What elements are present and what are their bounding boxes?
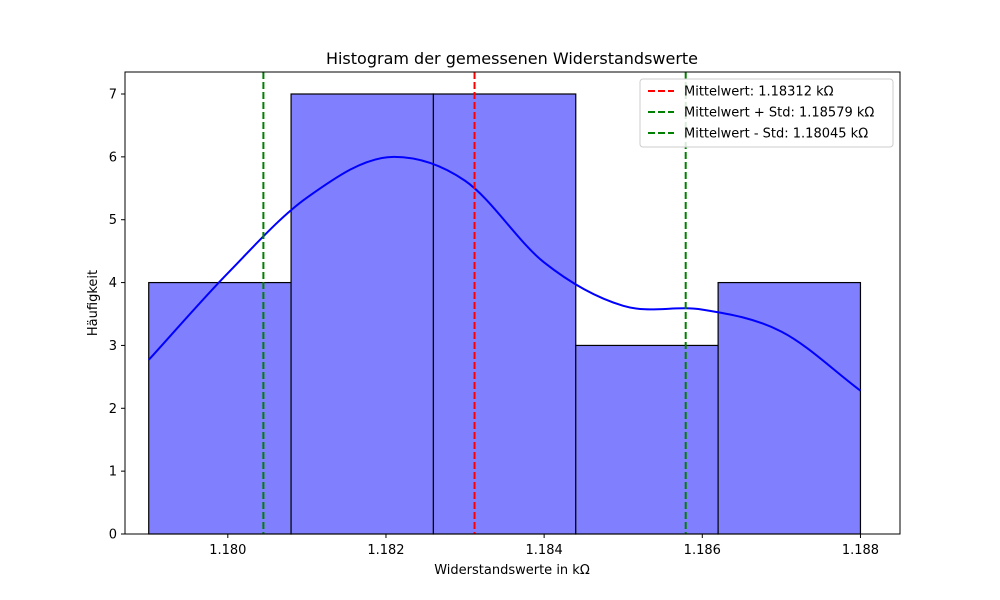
plot-frame — [124, 71, 901, 535]
x-tick-label: 1.188 — [842, 543, 879, 558]
histogram-bar-4 — [575, 344, 719, 535]
x-tick-label: 1.182 — [367, 543, 404, 558]
legend: Mittelwert: 1.18312 kΩ Mittelwert + Std: … — [639, 78, 894, 148]
kde-curve — [147, 155, 862, 392]
y-tick-label: 2 — [109, 402, 117, 417]
y-tick-label: 6 — [109, 150, 117, 165]
y-tick-label: 5 — [109, 213, 117, 228]
axes-layer: 1.180 1.182 1.184 1.186 1.188 0 1 2 3 4 5 6 7 — [109, 71, 901, 558]
y-tick-label: 1 — [109, 465, 117, 480]
legend-label-2: Mittelwert + Std: 1.18579 kΩ — [684, 106, 874, 121]
reference-lines-layer — [262, 72, 687, 534]
x-tick-label: 1.186 — [684, 543, 721, 558]
legend-box — [639, 78, 894, 148]
y-tick-label: 4 — [109, 276, 117, 291]
histogram-bar-1 — [148, 281, 292, 535]
y-tick-label: 3 — [109, 339, 117, 354]
legend-label-1: Mittelwert: 1.18312 kΩ — [684, 85, 834, 100]
chart-title: Histogram der gemessenen Widerstandswert… — [326, 49, 698, 68]
histogram-bar-5 — [717, 281, 862, 535]
histogram-bar-2 — [290, 93, 435, 535]
bars-layer — [148, 93, 862, 535]
histogram-bar-3 — [432, 93, 577, 535]
y-axis-label: Häufigkeit — [86, 270, 101, 336]
legend-label-3: Mittelwert - Std: 1.18045 kΩ — [684, 127, 868, 142]
x-tick-label: 1.180 — [209, 543, 246, 558]
kde-layer — [147, 155, 862, 392]
y-tick-label: 0 — [109, 528, 117, 543]
x-tick-label: 1.184 — [526, 543, 563, 558]
y-tick-label: 7 — [109, 88, 117, 103]
x-axis-label: Widerstandswerte in kΩ — [434, 563, 590, 578]
